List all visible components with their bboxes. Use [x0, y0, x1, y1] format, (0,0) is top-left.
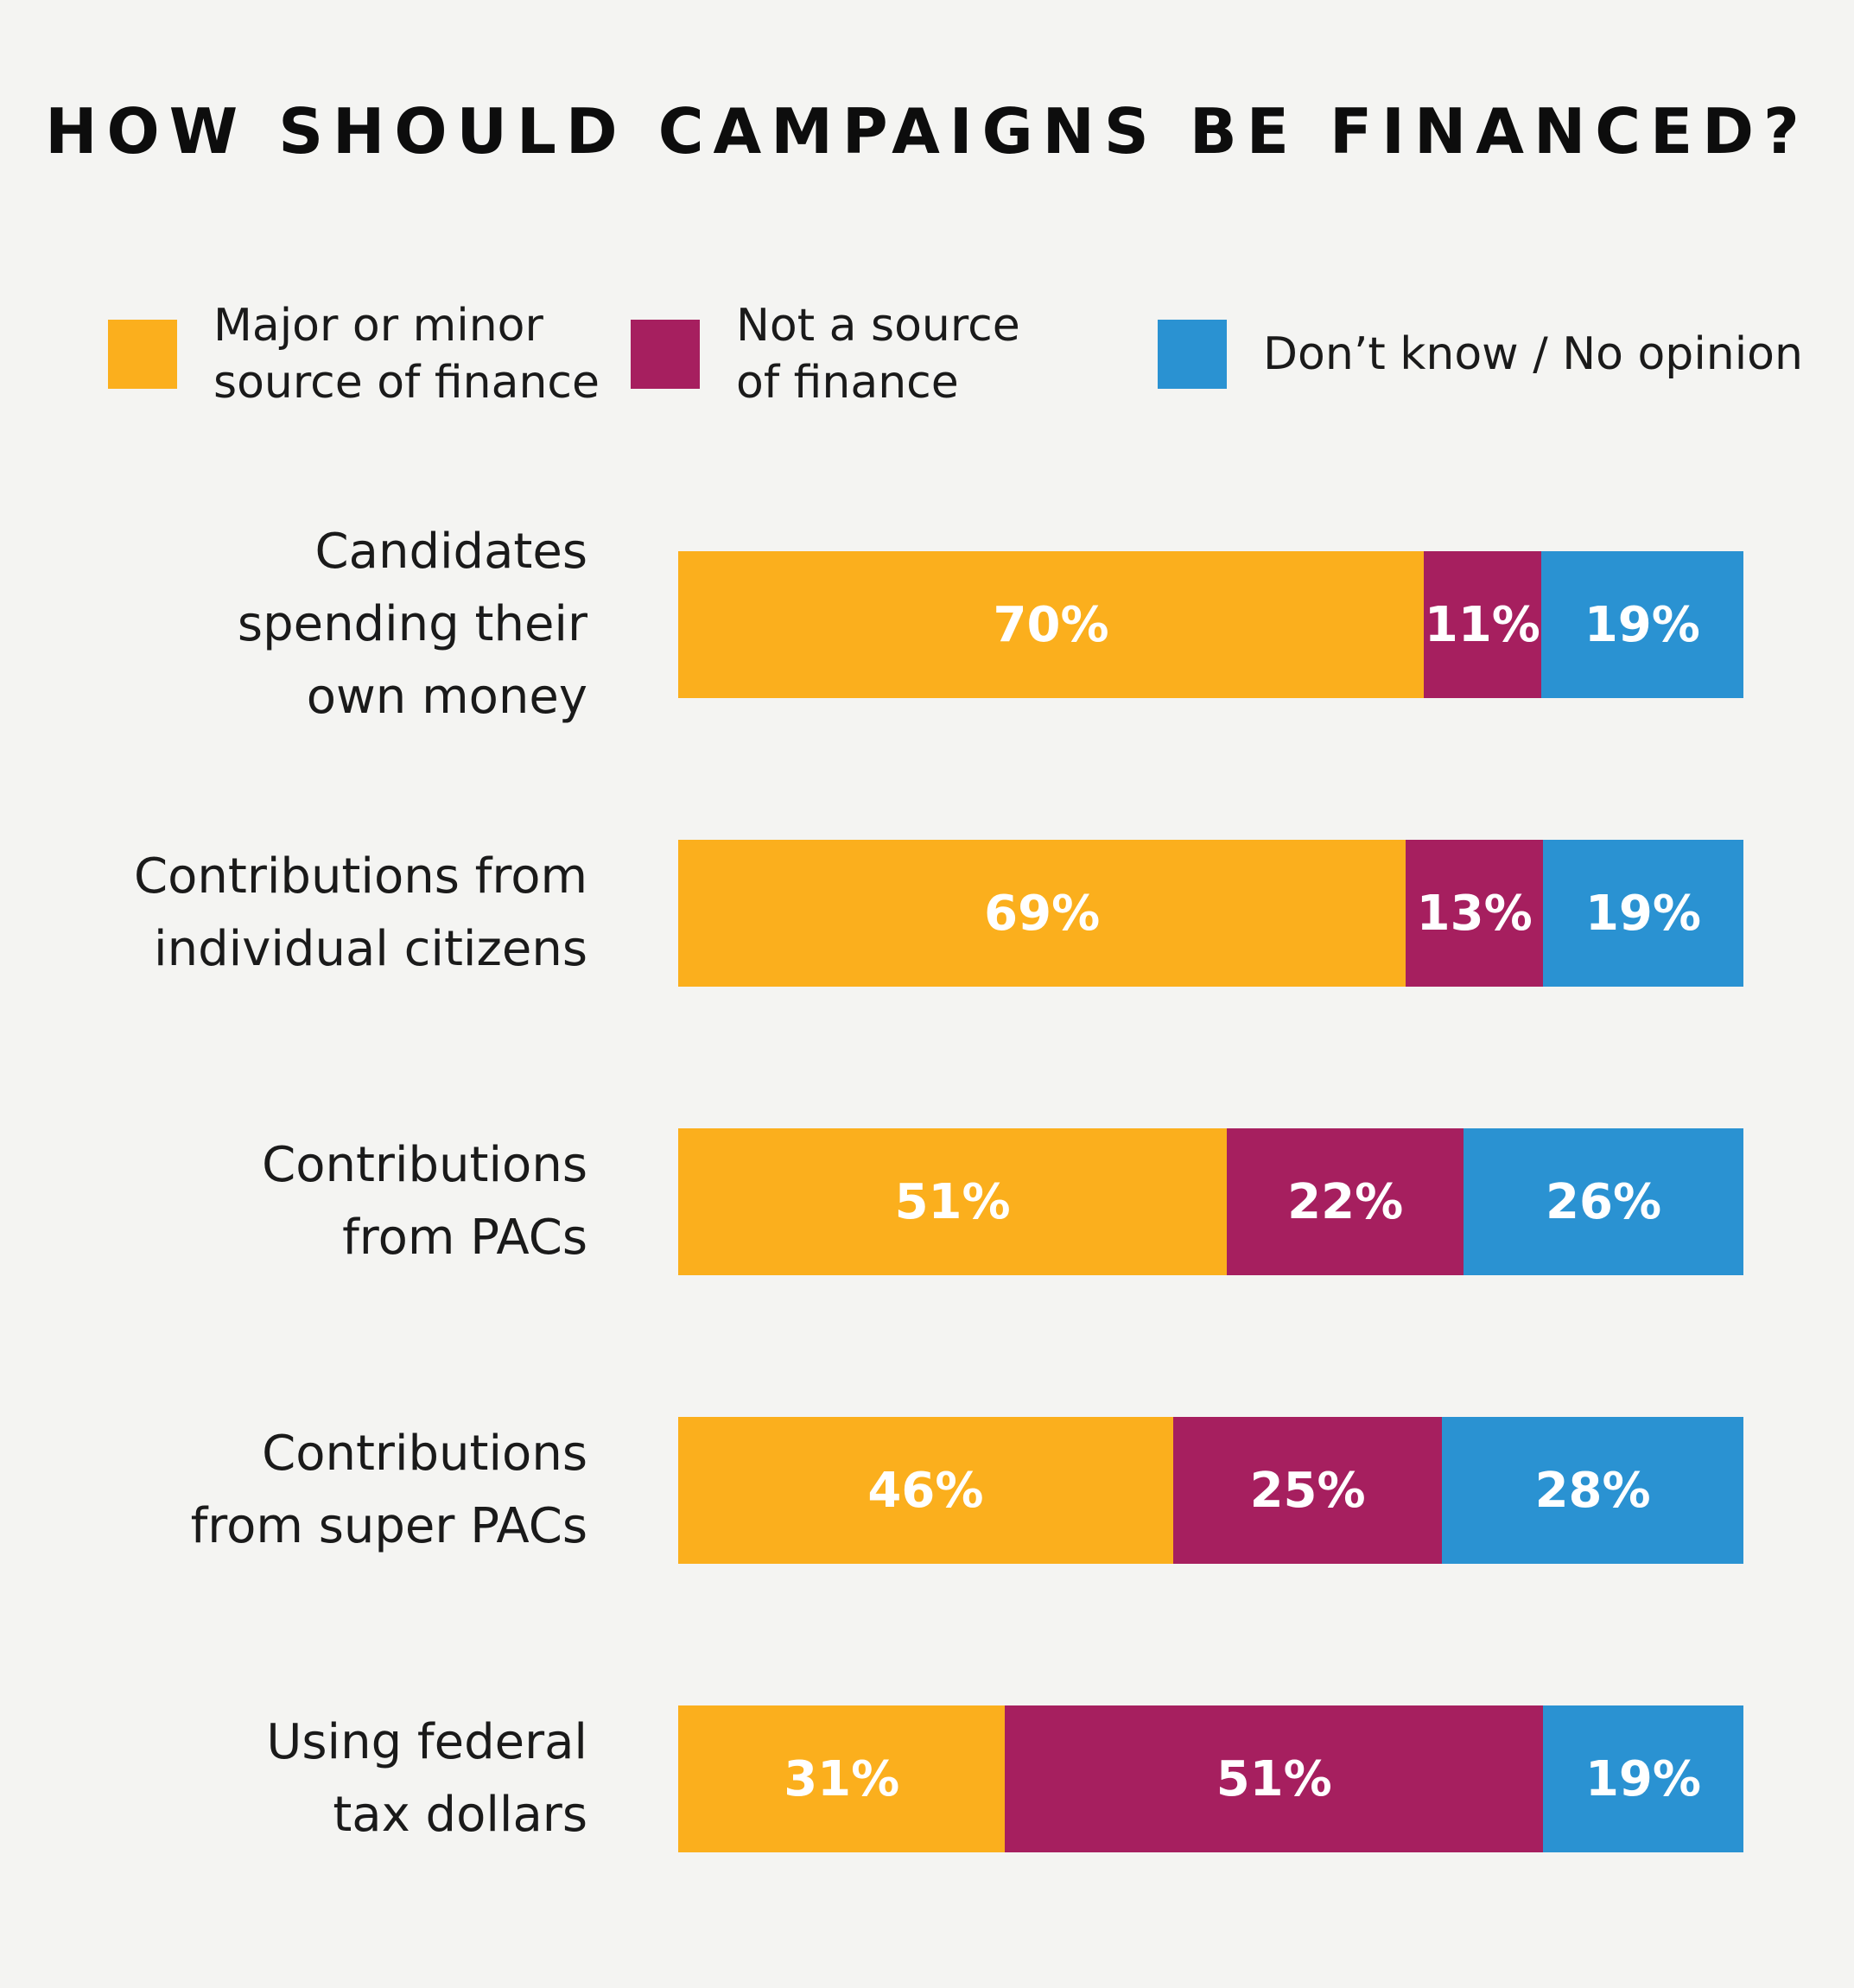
legend-swatch — [631, 320, 700, 389]
bar-segment: 31% — [678, 1705, 1006, 1852]
bar-segment: 13% — [1406, 840, 1544, 987]
chart-title: HOW SHOULD CAMPAIGNS BE FINANCED? — [45, 95, 1809, 168]
data-label: 69% — [984, 885, 1101, 942]
bar-segment: 69% — [678, 840, 1406, 987]
legend-label: Don’t know / No opinion — [1263, 328, 1803, 380]
bar-row: 70% 11% 19% — [678, 551, 1743, 698]
data-label: 19% — [1584, 596, 1700, 653]
legend-item: Not a source of finance — [631, 294, 1020, 415]
data-label: 13% — [1416, 885, 1533, 942]
data-label: 51% — [894, 1173, 1011, 1230]
bar-segment: 28% — [1442, 1417, 1743, 1564]
bar-segment: 19% — [1540, 551, 1743, 698]
legend-swatch — [1158, 320, 1227, 389]
bar-segment: 51% — [1005, 1705, 1544, 1852]
data-label: 46% — [867, 1462, 984, 1519]
bar-row: 31% 51% 19% — [678, 1705, 1743, 1852]
category-label: Using federal tax dollars — [266, 1714, 587, 1843]
bar-segment: 26% — [1464, 1128, 1743, 1275]
category-label: Contributions from PACs — [262, 1137, 587, 1266]
bar-segment: 11% — [1424, 551, 1541, 698]
bar-segment: 25% — [1172, 1417, 1443, 1564]
legend-swatch — [108, 320, 177, 389]
data-label: 11% — [1424, 596, 1540, 653]
legend-item: Major or minor source of finance — [108, 294, 600, 415]
category-label: Candidates spending their own money — [237, 524, 587, 725]
category-label: Contributions from individual citizens — [134, 848, 587, 977]
data-label: 28% — [1534, 1462, 1651, 1519]
legend-item: Don’t know / No opinion — [1158, 294, 1803, 415]
legend-label: Major or minor source of finance — [213, 300, 600, 409]
data-label: 26% — [1546, 1173, 1662, 1230]
bar-segment: 22% — [1227, 1128, 1464, 1275]
data-label: 22% — [1287, 1173, 1404, 1230]
data-label: 31% — [784, 1750, 900, 1807]
bar-row: 51% 22% 26% — [678, 1128, 1743, 1275]
bar-row: 69% 13% 19% — [678, 840, 1743, 987]
data-label: 19% — [1584, 1750, 1702, 1807]
bar-segment: 70% — [678, 551, 1425, 698]
data-label: 19% — [1584, 885, 1702, 942]
bar-row: 46% 25% 28% — [678, 1417, 1743, 1564]
bar-segment: 19% — [1543, 840, 1743, 987]
bar-segment: 46% — [678, 1417, 1173, 1564]
category-label: Contributions from super PACs — [190, 1426, 587, 1554]
legend-label: Not a source of finance — [736, 300, 1020, 409]
data-label: 70% — [993, 596, 1109, 653]
bar-segment: 51% — [678, 1128, 1228, 1275]
data-label: 25% — [1249, 1462, 1366, 1519]
data-label: 51% — [1216, 1750, 1332, 1807]
bar-segment: 19% — [1543, 1705, 1743, 1852]
